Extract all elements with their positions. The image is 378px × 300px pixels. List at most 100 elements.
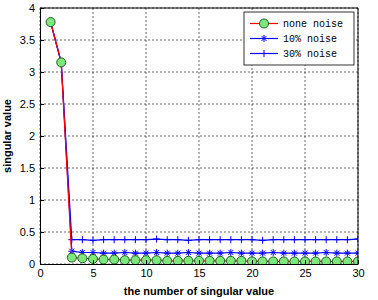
tick-label: 0 bbox=[29, 258, 35, 270]
grid-line-x bbox=[199, 8, 200, 264]
tick-label: 0.5 bbox=[20, 226, 35, 238]
series-marker bbox=[227, 236, 234, 243]
series-marker bbox=[312, 236, 319, 243]
series-marker bbox=[174, 250, 181, 257]
axis-line bbox=[41, 264, 359, 265]
series-marker bbox=[142, 256, 151, 264]
series-marker bbox=[323, 249, 330, 256]
tick: 3.5 bbox=[20, 34, 44, 46]
series-marker bbox=[152, 256, 161, 264]
chart-container: 05101520253000.511.522.533.54none noise1… bbox=[0, 0, 378, 300]
series-marker bbox=[206, 236, 213, 243]
tick-mark bbox=[40, 72, 44, 73]
tick-label: 5 bbox=[90, 267, 96, 279]
grid-line-y bbox=[40, 104, 358, 105]
series-marker bbox=[237, 256, 246, 264]
plot-background bbox=[40, 8, 358, 264]
series-marker bbox=[249, 250, 256, 257]
series-marker bbox=[67, 253, 76, 262]
legend: none noise 10% noise 30% noise bbox=[244, 12, 354, 65]
series-marker bbox=[47, 19, 54, 26]
series-marker bbox=[322, 257, 331, 264]
series-marker bbox=[354, 257, 359, 264]
tick: 15 bbox=[193, 260, 205, 279]
legend-label: 10% noise bbox=[283, 34, 337, 45]
series-marker bbox=[163, 256, 172, 264]
grid bbox=[40, 8, 358, 264]
series-marker bbox=[259, 237, 266, 244]
tick-label: 3.5 bbox=[20, 34, 35, 46]
series-line bbox=[51, 22, 358, 240]
series-marker bbox=[355, 236, 359, 243]
tick: 20 bbox=[246, 260, 258, 279]
x-axis: 051015202530 bbox=[37, 260, 364, 279]
legend-label: 30% noise bbox=[283, 49, 337, 60]
y-axis: 00.511.522.533.54 bbox=[20, 2, 44, 270]
series-marker bbox=[280, 250, 287, 257]
series-marker bbox=[279, 257, 288, 264]
tick: 2 bbox=[29, 130, 44, 142]
series-marker bbox=[290, 257, 299, 264]
series-marker bbox=[217, 236, 224, 243]
legend-label: none noise bbox=[283, 19, 343, 30]
series-marker bbox=[100, 236, 107, 243]
series-marker bbox=[89, 254, 98, 263]
series-marker bbox=[291, 250, 298, 257]
series-marker bbox=[206, 250, 213, 257]
series-marker bbox=[312, 250, 319, 257]
data-marks bbox=[46, 18, 358, 264]
series-marker bbox=[153, 249, 160, 256]
legend-marker bbox=[261, 35, 268, 42]
grid-line-y bbox=[40, 232, 358, 233]
tick-mark bbox=[40, 104, 44, 105]
series-marker bbox=[302, 236, 309, 243]
series-marker bbox=[227, 249, 234, 256]
series-marker bbox=[143, 236, 150, 243]
plot-root: 05101520253000.511.522.533.54none noise1… bbox=[20, 2, 365, 279]
tick-mark bbox=[199, 260, 200, 264]
tick-label: 2 bbox=[29, 130, 35, 142]
tick-label: 25 bbox=[299, 267, 311, 279]
series-marker bbox=[185, 237, 192, 244]
tick-mark bbox=[40, 168, 44, 169]
tick: 3 bbox=[29, 66, 44, 78]
tick: 10 bbox=[140, 260, 152, 279]
series-marker bbox=[195, 256, 204, 264]
series-marker bbox=[132, 236, 139, 243]
frame-top bbox=[40, 8, 358, 9]
series-marker bbox=[111, 236, 118, 243]
series-marker bbox=[58, 59, 65, 66]
series-marker bbox=[185, 249, 192, 256]
tick-mark bbox=[40, 40, 44, 41]
series-marker bbox=[333, 236, 340, 243]
grid-line-y bbox=[40, 136, 358, 137]
series-marker bbox=[291, 236, 298, 243]
tick-mark bbox=[305, 260, 306, 264]
series-marker bbox=[120, 256, 129, 264]
series-marker bbox=[344, 250, 351, 257]
series-marker bbox=[238, 236, 245, 243]
grid-line-y bbox=[40, 168, 358, 169]
series-marker bbox=[173, 256, 182, 264]
tick-mark bbox=[40, 264, 44, 265]
tick: 25 bbox=[299, 260, 311, 279]
series-line bbox=[51, 22, 358, 261]
series-marker bbox=[226, 256, 235, 264]
tick: 2.5 bbox=[20, 98, 44, 110]
grid-line-x bbox=[358, 8, 359, 264]
series-marker bbox=[196, 236, 203, 243]
grid-line-y bbox=[40, 8, 358, 9]
tick-mark bbox=[146, 260, 147, 264]
tick-label: 30 bbox=[352, 267, 364, 279]
series-marker bbox=[259, 250, 266, 257]
tick: 1 bbox=[29, 194, 44, 206]
tick-mark bbox=[40, 136, 44, 137]
chart-svg: 05101520253000.511.522.533.54none noise1… bbox=[0, 0, 378, 300]
series-marker bbox=[311, 257, 320, 264]
tick-mark bbox=[40, 200, 44, 201]
series-marker bbox=[238, 250, 245, 257]
tick-label: 1 bbox=[29, 194, 35, 206]
tick-label: 2.5 bbox=[20, 98, 35, 110]
series-marker bbox=[121, 249, 128, 256]
series-marker bbox=[47, 19, 54, 26]
